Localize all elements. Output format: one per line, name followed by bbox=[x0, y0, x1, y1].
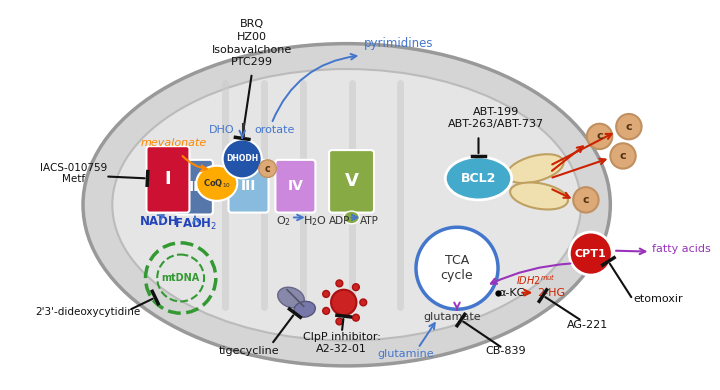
FancyBboxPatch shape bbox=[146, 146, 189, 213]
Text: c: c bbox=[582, 195, 589, 205]
Text: 2'3'-dideoxycytidine: 2'3'-dideoxycytidine bbox=[35, 307, 140, 317]
Text: ABT-263/ABT-737: ABT-263/ABT-737 bbox=[448, 119, 544, 129]
Text: NADH: NADH bbox=[140, 215, 179, 228]
Text: PTC299: PTC299 bbox=[231, 57, 273, 67]
Text: DHODH: DHODH bbox=[226, 154, 258, 163]
Text: BCL2: BCL2 bbox=[461, 172, 496, 185]
Circle shape bbox=[353, 284, 359, 291]
Circle shape bbox=[222, 139, 261, 178]
Text: $\mathit{IDH2^{mut}}$: $\mathit{IDH2^{mut}}$ bbox=[516, 273, 555, 287]
FancyBboxPatch shape bbox=[228, 160, 269, 213]
Text: V: V bbox=[345, 172, 359, 190]
Text: CB-839: CB-839 bbox=[485, 346, 526, 356]
Text: c: c bbox=[596, 131, 603, 142]
Ellipse shape bbox=[445, 157, 512, 200]
Ellipse shape bbox=[510, 183, 568, 209]
Circle shape bbox=[336, 318, 343, 325]
Circle shape bbox=[258, 160, 276, 177]
Circle shape bbox=[573, 187, 598, 213]
Text: BRQ: BRQ bbox=[240, 19, 264, 29]
Text: CPT1: CPT1 bbox=[575, 248, 607, 259]
Text: mevalonate: mevalonate bbox=[140, 138, 207, 148]
FancyBboxPatch shape bbox=[329, 150, 374, 213]
Text: 2-HG: 2-HG bbox=[537, 288, 565, 298]
Ellipse shape bbox=[112, 69, 581, 340]
Text: ClpP inhibitor:: ClpP inhibitor: bbox=[303, 332, 381, 342]
Ellipse shape bbox=[197, 166, 238, 201]
Text: AG-221: AG-221 bbox=[567, 320, 608, 330]
Text: III: III bbox=[240, 179, 256, 193]
Text: tigecycline: tigecycline bbox=[219, 346, 279, 356]
Text: etomoxir: etomoxir bbox=[634, 294, 683, 305]
Circle shape bbox=[570, 232, 612, 275]
Text: Metf: Metf bbox=[62, 174, 85, 184]
Circle shape bbox=[611, 143, 636, 168]
Text: ABT-199: ABT-199 bbox=[473, 107, 519, 117]
Text: α-KG: α-KG bbox=[498, 288, 526, 298]
Ellipse shape bbox=[278, 287, 305, 308]
Circle shape bbox=[616, 114, 642, 139]
Text: HZ00: HZ00 bbox=[237, 32, 267, 42]
Text: mtDNA: mtDNA bbox=[161, 273, 199, 283]
Circle shape bbox=[323, 291, 330, 297]
Text: DHO: DHO bbox=[209, 124, 235, 135]
Text: c: c bbox=[626, 122, 632, 132]
Circle shape bbox=[323, 307, 330, 314]
Circle shape bbox=[336, 280, 343, 287]
Text: I: I bbox=[165, 170, 171, 188]
Circle shape bbox=[360, 299, 366, 306]
Text: FADH$_2$: FADH$_2$ bbox=[174, 217, 217, 232]
Ellipse shape bbox=[507, 154, 564, 183]
Text: pyrimidines: pyrimidines bbox=[364, 37, 433, 50]
Circle shape bbox=[353, 314, 359, 321]
Text: glutamine: glutamine bbox=[377, 349, 433, 359]
Text: glutamate: glutamate bbox=[423, 312, 481, 322]
Text: TCA
cycle: TCA cycle bbox=[441, 254, 473, 282]
Text: ADP: ADP bbox=[329, 216, 351, 226]
Text: O$_2$: O$_2$ bbox=[276, 215, 291, 228]
Text: c: c bbox=[620, 151, 626, 161]
Text: II: II bbox=[189, 180, 199, 194]
Text: ATP: ATP bbox=[360, 216, 379, 226]
Text: Isobavalchone: Isobavalchone bbox=[212, 44, 292, 55]
FancyBboxPatch shape bbox=[176, 160, 213, 214]
Text: CoQ$_{10}$: CoQ$_{10}$ bbox=[203, 177, 231, 190]
Text: IV: IV bbox=[287, 179, 303, 193]
Text: c: c bbox=[265, 164, 271, 174]
Text: fatty acids: fatty acids bbox=[652, 244, 711, 254]
Circle shape bbox=[416, 227, 498, 309]
Text: H$_2$O: H$_2$O bbox=[304, 215, 328, 228]
Circle shape bbox=[587, 124, 612, 149]
Ellipse shape bbox=[83, 44, 611, 366]
Text: orotate: orotate bbox=[254, 124, 294, 135]
FancyBboxPatch shape bbox=[275, 160, 315, 213]
Ellipse shape bbox=[343, 211, 359, 224]
Ellipse shape bbox=[294, 301, 315, 317]
Text: A2-32-01: A2-32-01 bbox=[316, 344, 367, 354]
Circle shape bbox=[331, 290, 356, 315]
Text: IACS-010759: IACS-010759 bbox=[40, 163, 107, 173]
